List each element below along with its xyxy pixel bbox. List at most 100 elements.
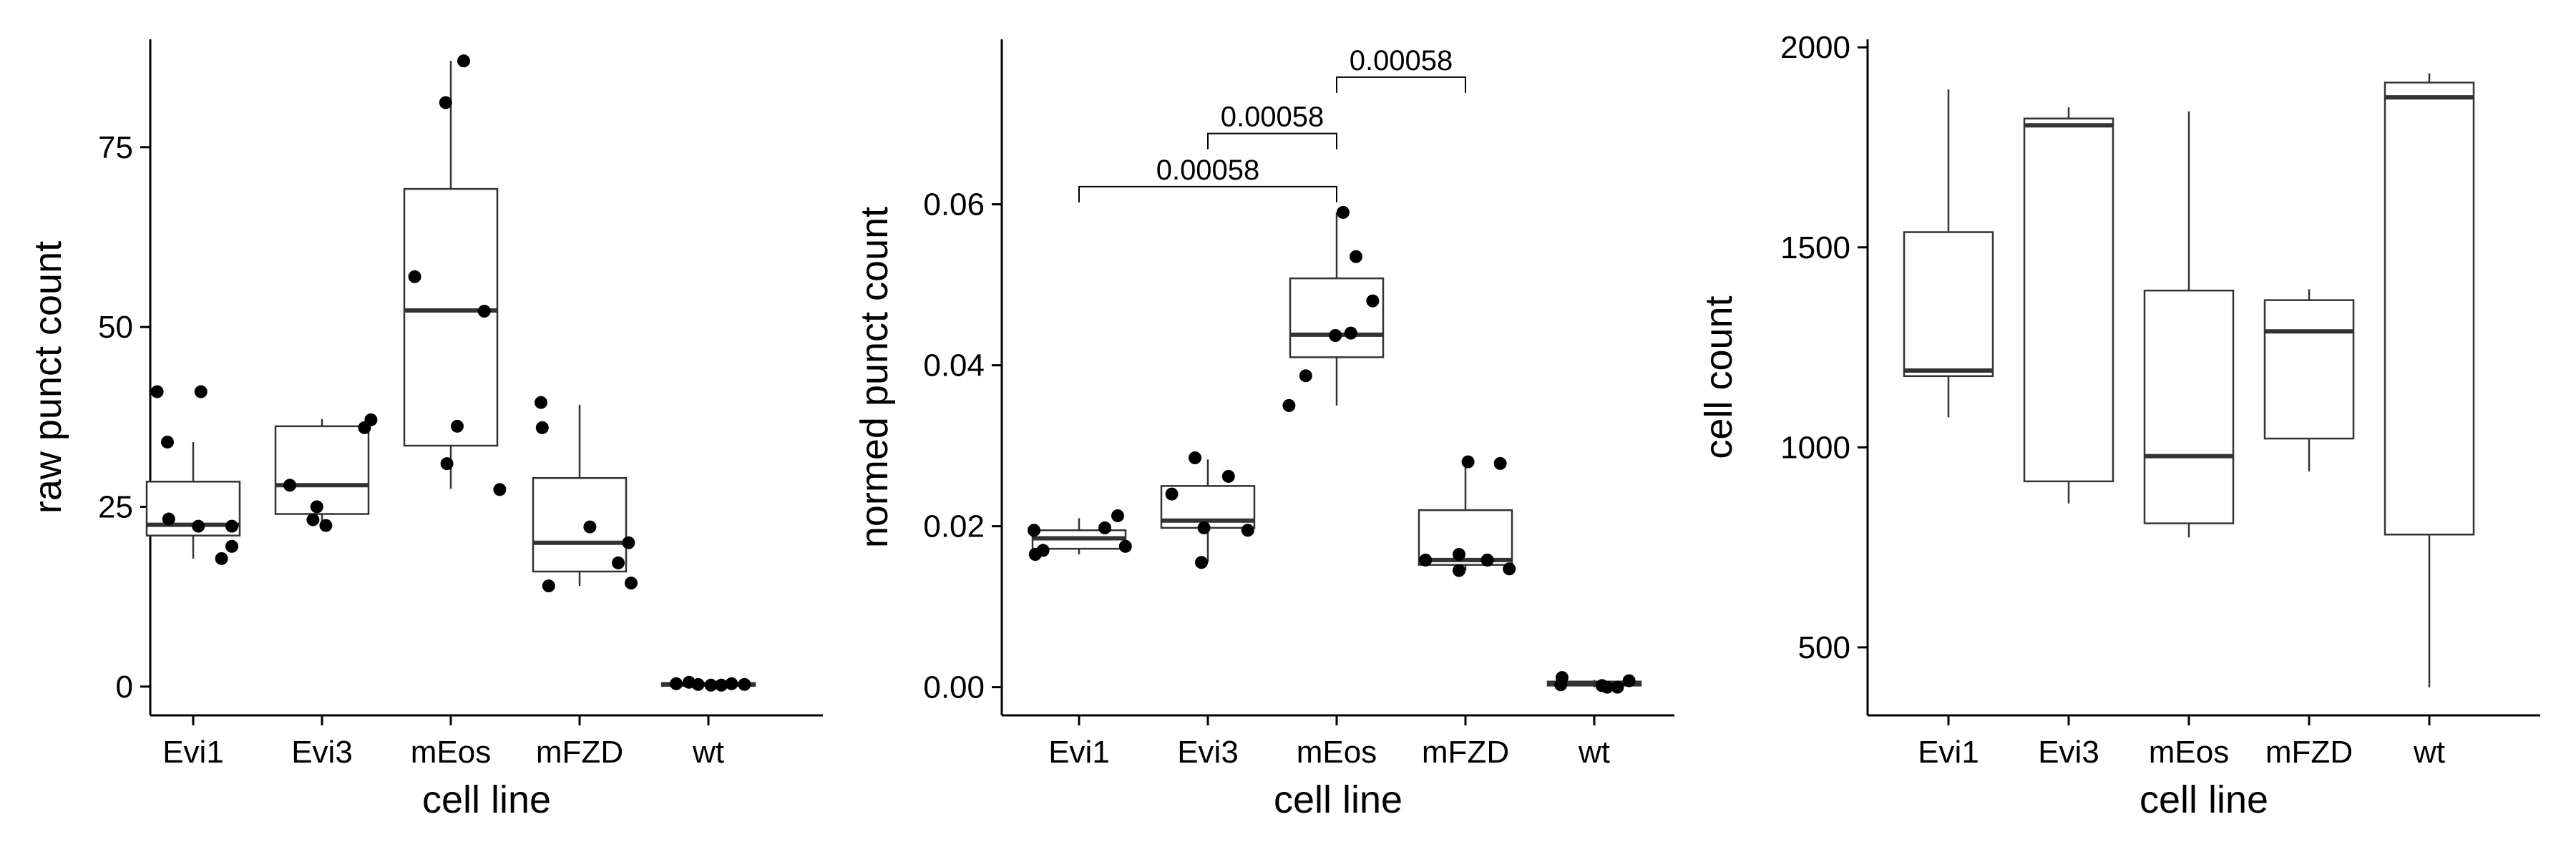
data-point <box>1350 250 1362 263</box>
data-point <box>738 677 751 691</box>
box-Evi3 <box>1160 459 1256 563</box>
y-tick-label: 50 <box>98 310 133 345</box>
x-tick-label: mEos <box>2149 735 2229 770</box>
box-iqr <box>1289 277 1385 358</box>
box-iqr <box>274 425 370 515</box>
data-point <box>225 539 238 553</box>
box-mFZD <box>2263 289 2355 471</box>
box-iqr <box>2384 82 2475 536</box>
box-iqr <box>2143 289 2235 524</box>
data-point <box>612 556 625 569</box>
data-point <box>691 677 705 691</box>
data-point <box>715 678 728 692</box>
data-point <box>625 577 638 590</box>
x-tick-label: Evi3 <box>2038 735 2099 770</box>
box-Evi3 <box>274 418 370 527</box>
bracket-p-value: 0.00058 <box>1156 155 1260 186</box>
data-point <box>670 677 683 690</box>
data-point <box>150 385 164 398</box>
box-Evi1 <box>1031 518 1127 554</box>
x-tick-label: wt <box>1578 735 1610 770</box>
data-point <box>1595 679 1609 692</box>
box-iqr <box>403 187 499 447</box>
x-tick-label: wt <box>692 735 724 770</box>
box-Evi1 <box>1903 89 1994 418</box>
data-point <box>1344 326 1357 340</box>
box-mFZD <box>1418 461 1513 571</box>
data-point <box>1453 564 1465 577</box>
data-point <box>1480 553 1494 567</box>
data-point <box>1453 548 1465 561</box>
data-point <box>1503 562 1516 576</box>
data-point <box>161 435 174 449</box>
data-point <box>493 483 507 496</box>
data-point <box>1111 509 1124 522</box>
data-point <box>1189 451 1201 464</box>
x-axis-title: cell line <box>1274 778 1402 821</box>
box-mEos <box>2143 111 2235 538</box>
data-point <box>319 519 333 532</box>
data-point <box>306 513 320 526</box>
data-point <box>1241 524 1254 537</box>
box-iqr <box>2263 299 2355 440</box>
bracket-p-value: 0.00058 <box>1350 45 1453 77</box>
x-tick-label: mFZD <box>536 735 623 770</box>
data-point <box>1329 329 1342 342</box>
x-tick-label: Evi1 <box>1048 735 1110 770</box>
data-point <box>1197 521 1211 534</box>
y-tick-label: 0 <box>116 670 133 705</box>
box-iqr <box>532 476 628 573</box>
data-point <box>215 552 228 565</box>
x-axis-title: cell line <box>2140 778 2268 821</box>
data-point <box>542 579 555 593</box>
data-point <box>439 96 452 109</box>
y-tick-label: 2000 <box>1780 30 1850 65</box>
data-point <box>194 385 208 398</box>
x-tick-label: Evi3 <box>291 735 353 770</box>
x-tick-label: Evi1 <box>1918 735 1979 770</box>
data-point <box>162 512 175 526</box>
raw-punct-count-panel: 0 25 50 75 Evi1 Evi3 mEos mFZD wt cell line raw pu… <box>26 39 823 821</box>
y-axis-title: cell count <box>1697 295 1740 459</box>
data-point <box>440 457 454 471</box>
x-tick-label: mEos <box>411 735 491 770</box>
significance-bracket: 0.00058 <box>1207 102 1337 150</box>
data-point <box>1554 678 1568 692</box>
box-wt <box>2384 73 2475 687</box>
data-point <box>457 54 470 68</box>
data-point <box>583 520 597 534</box>
data-point <box>1195 556 1208 569</box>
box-mFZD <box>532 404 628 587</box>
y-axis-title: normed punct count <box>853 207 896 548</box>
x-tick-label: mFZD <box>2265 735 2353 770</box>
y-tick-label: 500 <box>1798 630 1850 665</box>
y-tick-label: 75 <box>98 130 133 165</box>
data-point <box>310 500 323 514</box>
box-iqr <box>2023 117 2114 483</box>
data-point <box>1622 674 1636 687</box>
data-point <box>1419 553 1433 567</box>
box-iqr <box>1903 231 1994 378</box>
y-tick-label: 0.06 <box>923 187 985 222</box>
x-tick-label: mEos <box>1297 735 1377 770</box>
x-axis-title: cell line <box>422 778 551 821</box>
y-tick-label: 0.02 <box>923 509 985 544</box>
data-point <box>283 479 296 492</box>
y-tick-label: 0.00 <box>923 670 985 705</box>
y-tick-label: 0.04 <box>923 348 985 383</box>
data-point <box>704 678 718 692</box>
x-tick-label: mFZD <box>1422 735 1509 770</box>
x-tick-label: Evi3 <box>1177 735 1239 770</box>
data-point <box>1221 469 1235 483</box>
y-tick-label: 25 <box>98 489 133 524</box>
significance-bracket: 0.00058 <box>1078 155 1337 202</box>
bracket-line <box>1207 132 1337 150</box>
data-point <box>477 305 491 318</box>
significance-bracket: 0.00058 <box>1336 45 1466 93</box>
data-point <box>1366 294 1380 308</box>
data-point <box>1118 539 1132 553</box>
cell-count-panel: 500 1000 1500 2000 Evi1 Evi3 mEos mFZD wt cell li… <box>1697 30 2540 821</box>
bracket-line <box>1336 76 1466 93</box>
y-tick-label: 1000 <box>1780 430 1850 465</box>
